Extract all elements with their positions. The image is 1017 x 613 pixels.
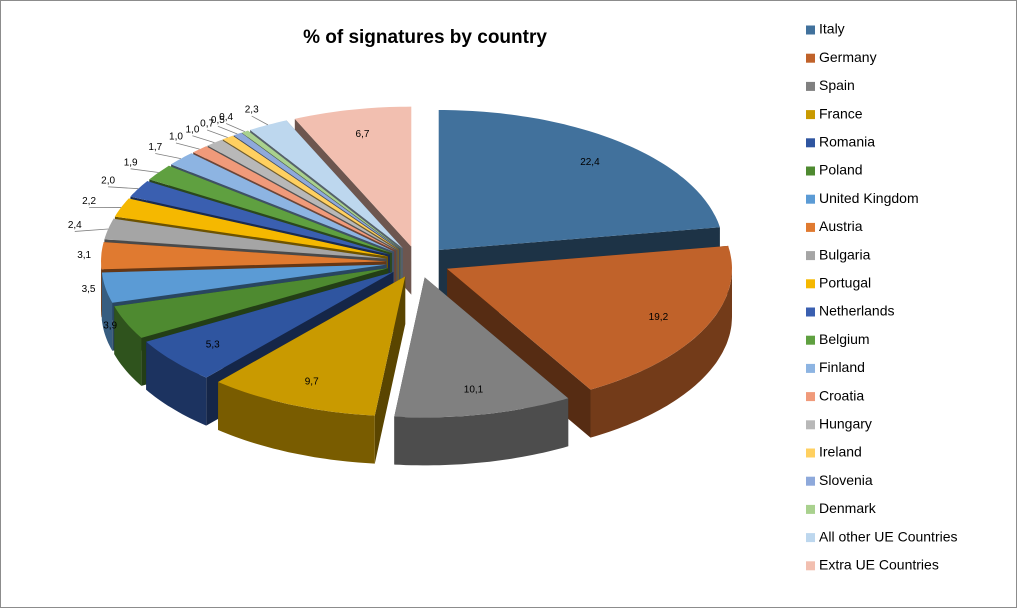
data-label: 2,0	[101, 175, 115, 186]
data-label: 19,2	[649, 312, 669, 323]
legend-label: Finland	[819, 359, 865, 375]
data-label: 1,0	[185, 124, 199, 135]
data-label: 3,9	[103, 320, 117, 331]
chart-title: % of signatures by country	[303, 27, 547, 48]
legend-swatch	[806, 449, 815, 458]
legend-swatch	[806, 561, 815, 570]
legend-swatch	[806, 251, 815, 260]
legend-label: Italy	[819, 21, 845, 37]
legend-swatch	[806, 110, 815, 119]
legend-swatch	[806, 54, 815, 63]
legend-label: Ireland	[819, 444, 862, 460]
legend-label: Spain	[819, 77, 855, 93]
legend-label: Extra UE Countries	[819, 557, 939, 573]
data-label: 9,7	[305, 376, 319, 387]
legend-swatch	[806, 477, 815, 486]
legend-label: Denmark	[819, 500, 877, 516]
legend-label: Portugal	[819, 275, 871, 291]
legend-swatch	[806, 364, 815, 373]
legend-swatch	[806, 26, 815, 35]
legend-swatch	[806, 392, 815, 401]
legend-label: Germany	[819, 49, 877, 65]
legend-label: Romania	[819, 134, 875, 150]
legend-swatch	[806, 336, 815, 345]
legend-swatch	[806, 223, 815, 232]
legend-swatch	[806, 533, 815, 542]
legend-swatch	[806, 279, 815, 288]
legend-swatch	[806, 82, 815, 91]
data-label: 1,9	[124, 157, 138, 168]
legend-label: Poland	[819, 162, 863, 178]
data-label: 22,4	[580, 157, 600, 168]
data-label: 3,5	[82, 284, 96, 295]
data-label: 0,4	[219, 112, 233, 123]
legend-swatch	[806, 167, 815, 176]
data-label: 2,2	[82, 196, 96, 207]
legend-label: Austria	[819, 218, 863, 234]
legend-swatch	[806, 138, 815, 147]
data-label: 2,3	[245, 105, 259, 116]
data-label: 10,1	[464, 384, 484, 395]
legend-swatch	[806, 505, 815, 514]
legend-label: Croatia	[819, 387, 864, 403]
legend-label: All other UE Countries	[819, 528, 958, 544]
legend-label: Bulgaria	[819, 246, 871, 262]
legend-swatch	[806, 195, 815, 204]
data-label: 5,3	[206, 340, 220, 351]
data-label: 6,7	[356, 129, 370, 140]
legend-label: United Kingdom	[819, 190, 919, 206]
legend-label: France	[819, 105, 863, 121]
data-label: 1,0	[169, 132, 183, 143]
slice-side	[101, 261, 102, 317]
data-label: 3,1	[77, 250, 91, 261]
legend-label: Slovenia	[819, 472, 873, 488]
legend-label: Hungary	[819, 416, 872, 432]
data-label: 2,4	[68, 220, 82, 231]
legend-label: Belgium	[819, 331, 870, 347]
legend-swatch	[806, 420, 815, 429]
legend-label: Netherlands	[819, 303, 895, 319]
data-label: 1,7	[148, 142, 162, 153]
legend-swatch	[806, 308, 815, 317]
